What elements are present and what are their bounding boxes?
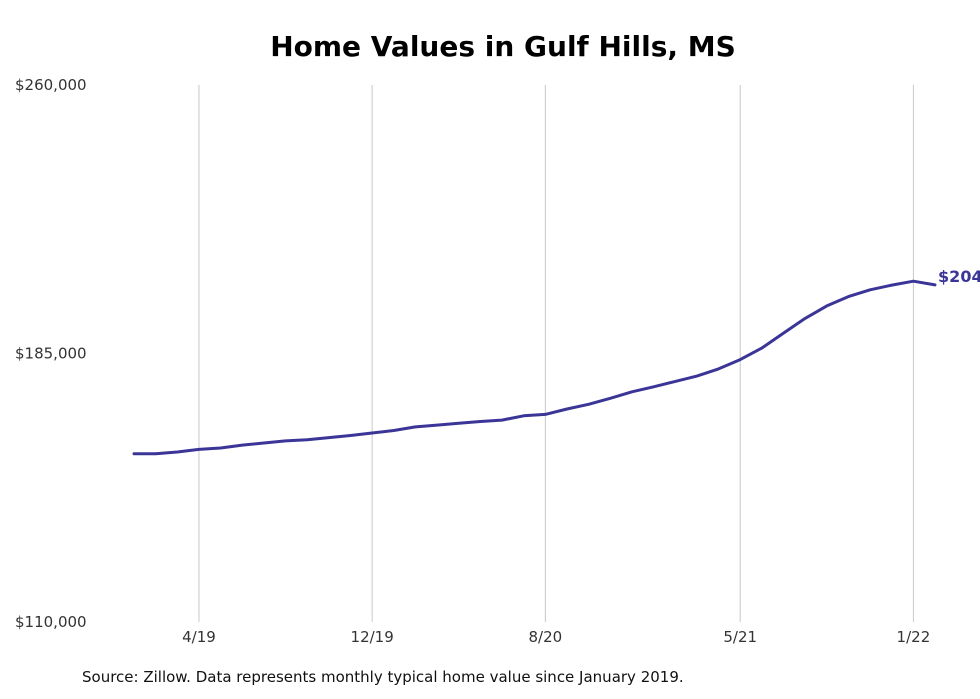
y-axis-ticks: $260,000 $185,000 $110,000 bbox=[15, 76, 87, 631]
x-tick-label: 4/19 bbox=[182, 628, 216, 646]
x-tick-label: 1/22 bbox=[897, 628, 931, 646]
y-tick-label: $110,000 bbox=[15, 613, 87, 631]
grid-lines bbox=[198, 85, 914, 622]
x-tick-label: 12/19 bbox=[351, 628, 394, 646]
x-axis-ticks: 4/19 12/19 8/20 5/21 1/22 bbox=[182, 628, 930, 646]
x-tick-label: 8/20 bbox=[529, 628, 563, 646]
y-tick-label: $260,000 bbox=[15, 76, 87, 94]
source-note: Source: Zillow. Data represents monthly … bbox=[82, 668, 684, 686]
series-layer bbox=[132, 279, 937, 456]
series-line bbox=[132, 279, 937, 456]
y-tick-label: $185,000 bbox=[15, 345, 87, 363]
x-tick-label: 5/21 bbox=[723, 628, 757, 646]
annotation-layer: $204,160 bbox=[938, 267, 980, 286]
chart-title: Home Values in Gulf Hills, MS bbox=[270, 30, 736, 63]
line-chart: $260,000 $185,000 $110,000 4/19 12/19 8/20 5/… bbox=[15, 76, 980, 646]
end-value-label: $204,160 bbox=[938, 267, 980, 286]
